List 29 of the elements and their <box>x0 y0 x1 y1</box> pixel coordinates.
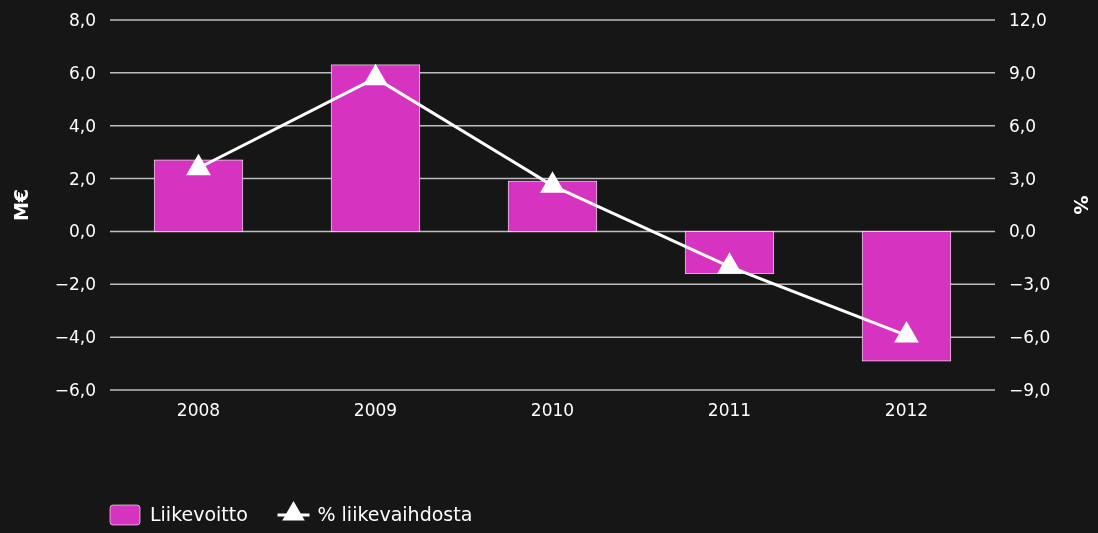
y-tick-label: 2,0 <box>68 168 96 189</box>
y2-tick-label: 9,0 <box>1009 62 1037 83</box>
x-tick-label: 2009 <box>353 400 398 420</box>
legend-label: % liikevaihdosta <box>317 503 473 525</box>
y-tick-label: 6,0 <box>68 62 96 83</box>
y2-tick-label: 6,0 <box>1009 115 1037 136</box>
x-tick-label: 2010 <box>530 400 575 420</box>
x-tick-label: 2011 <box>707 400 752 420</box>
y-axis-title: M€ <box>10 188 32 222</box>
y-tick-label: −2,0 <box>54 274 96 295</box>
y-tick-label: −6,0 <box>54 379 96 400</box>
point <box>186 153 211 176</box>
y2-tick-label: −3,0 <box>1009 274 1051 295</box>
x-tick-label: 2012 <box>884 400 929 420</box>
y2-axis-title: % <box>1070 195 1092 215</box>
x-tick-label: 2008 <box>176 400 221 420</box>
y2-tick-label: −6,0 <box>1009 327 1051 348</box>
point <box>363 63 388 86</box>
y-tick-label: 8,0 <box>68 9 96 30</box>
point <box>894 321 919 343</box>
y-tick-label: 0,0 <box>68 221 96 242</box>
y-tick-label: −4,0 <box>54 327 96 348</box>
y2-tick-label: 3,0 <box>1009 168 1037 189</box>
point <box>540 171 565 193</box>
y2-tick-label: 0,0 <box>1009 221 1037 242</box>
legend-label: Liikevoitto <box>150 503 248 525</box>
y2-tick-label: 12,0 <box>1009 9 1047 30</box>
y-tick-label: 4,0 <box>68 115 96 136</box>
y2-tick-label: −9,0 <box>1009 379 1051 400</box>
